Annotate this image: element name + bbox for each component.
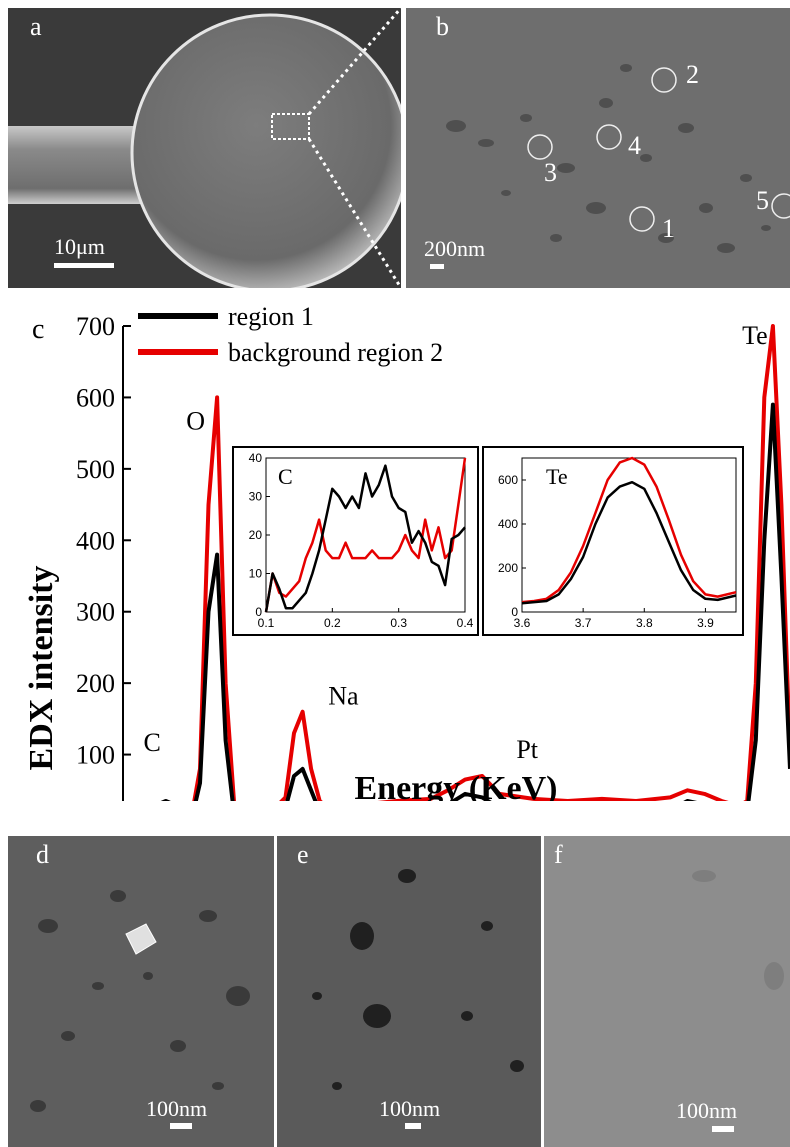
inset-y-tick-label: 0 bbox=[255, 605, 262, 619]
panel-f-scale-text: 100nm bbox=[676, 1098, 738, 1123]
y-tick-label: 100 bbox=[76, 741, 115, 770]
inset-y-tick-label: 20 bbox=[249, 528, 263, 542]
inset-x-tick-label: 3.7 bbox=[575, 616, 592, 630]
peak-annotation-pt: Pt bbox=[516, 735, 538, 764]
panel-d-scale-bar bbox=[170, 1123, 192, 1129]
inset-y-tick-label: 0 bbox=[511, 605, 518, 619]
inset-y-tick-label: 600 bbox=[498, 473, 518, 487]
peak-annotation-te: Te bbox=[742, 321, 768, 350]
inset-series-line-region-1 bbox=[264, 464, 466, 613]
panel-b-scale-text: 200nm bbox=[424, 236, 486, 261]
inset-carbon-title: C bbox=[278, 464, 293, 489]
panel-e-sem-image: e 100nm bbox=[277, 836, 541, 1147]
inset-y-tick-label: 10 bbox=[249, 567, 263, 581]
inset-x-tick-label: 3.9 bbox=[697, 616, 714, 630]
panel-a-image bbox=[8, 8, 401, 288]
inset-x-tick-label: 0.4 bbox=[457, 616, 474, 630]
panel-f-scale-bar bbox=[712, 1126, 734, 1132]
panel-a-label: a bbox=[30, 12, 42, 41]
panel-b-sem-image: b 2 3 4 1 5 200nm bbox=[406, 8, 790, 288]
region-label-2: 2 bbox=[686, 60, 699, 89]
y-tick-label: 600 bbox=[76, 383, 115, 412]
panel-d-image bbox=[30, 890, 250, 1112]
inset-x-tick-label: 3.8 bbox=[636, 616, 653, 630]
y-tick-label: 200 bbox=[76, 669, 115, 698]
inset-series-line-region-1 bbox=[521, 480, 737, 605]
inset-series-line-background-region-2 bbox=[264, 457, 467, 613]
peak-annotation-c: C bbox=[144, 728, 161, 757]
inset-x-tick-label: 0.3 bbox=[390, 616, 407, 630]
panel-d-label: d bbox=[36, 840, 49, 869]
panel-b-label: b bbox=[436, 12, 449, 41]
panel-a-sem-image: a 10μm bbox=[8, 8, 401, 288]
inset-x-tick-label: 0.2 bbox=[324, 616, 341, 630]
panel-d-scale-text: 100nm bbox=[146, 1096, 208, 1121]
y-tick-label: 300 bbox=[76, 598, 115, 627]
region-label-3: 3 bbox=[544, 158, 557, 187]
panel-d-sem-image: d 100nm bbox=[8, 836, 274, 1147]
legend-label-region-1: region 1 bbox=[228, 302, 314, 331]
inset-carbon-frame bbox=[232, 446, 479, 636]
inset-x-tick-label: 0.1 bbox=[258, 616, 275, 630]
panel-e-scale-text: 100nm bbox=[379, 1096, 441, 1121]
inset-tellurium-title: Te bbox=[546, 464, 568, 489]
panel-a-scale-bar bbox=[54, 263, 114, 268]
inset-series-line-background-region-2 bbox=[521, 456, 737, 604]
legend-label-background: background region 2 bbox=[228, 338, 443, 367]
region-label-5: 5 bbox=[756, 186, 769, 215]
x-axis-label: Energy (KeV) bbox=[354, 770, 557, 801]
y-axis-label: EDX intensity bbox=[23, 566, 60, 771]
panel-e-image bbox=[312, 869, 524, 1090]
y-tick-label: 700 bbox=[76, 312, 115, 341]
inset-x-tick-label: 3.6 bbox=[514, 616, 531, 630]
panel-b-scale-bar bbox=[430, 264, 444, 269]
inset-y-tick-label: 400 bbox=[498, 517, 518, 531]
peak-annotation-o: O bbox=[186, 407, 205, 436]
inset-y-tick-label: 200 bbox=[498, 561, 518, 575]
panel-f-label: f bbox=[554, 840, 563, 869]
panel-a-scale-text: 10μm bbox=[54, 234, 105, 259]
panel-e-scale-bar bbox=[405, 1123, 421, 1129]
panel-c-label: c bbox=[32, 314, 44, 345]
panel-e-label: e bbox=[297, 840, 309, 869]
inset-y-tick-label: 40 bbox=[249, 451, 263, 465]
series-line-region-1 bbox=[160, 402, 790, 801]
region-label-1: 1 bbox=[662, 214, 675, 243]
region-label-4: 4 bbox=[628, 131, 641, 160]
peak-annotation-na: Na bbox=[328, 682, 359, 711]
panel-b-image bbox=[446, 64, 790, 253]
panel-f-image bbox=[692, 870, 784, 990]
panel-f-sem-image: f 100nm bbox=[544, 836, 790, 1147]
inset-y-tick-label: 30 bbox=[249, 490, 263, 504]
inset-tellurium-chart: 0 200 400 600 3.6 3.7 3.8 3.9 Te bbox=[482, 446, 744, 636]
inset-carbon-chart: 0 10 20 30 40 0.1 0.2 0.3 0.4 C bbox=[232, 446, 479, 636]
y-tick-label: 400 bbox=[76, 526, 115, 555]
y-tick-label: 500 bbox=[76, 455, 115, 484]
